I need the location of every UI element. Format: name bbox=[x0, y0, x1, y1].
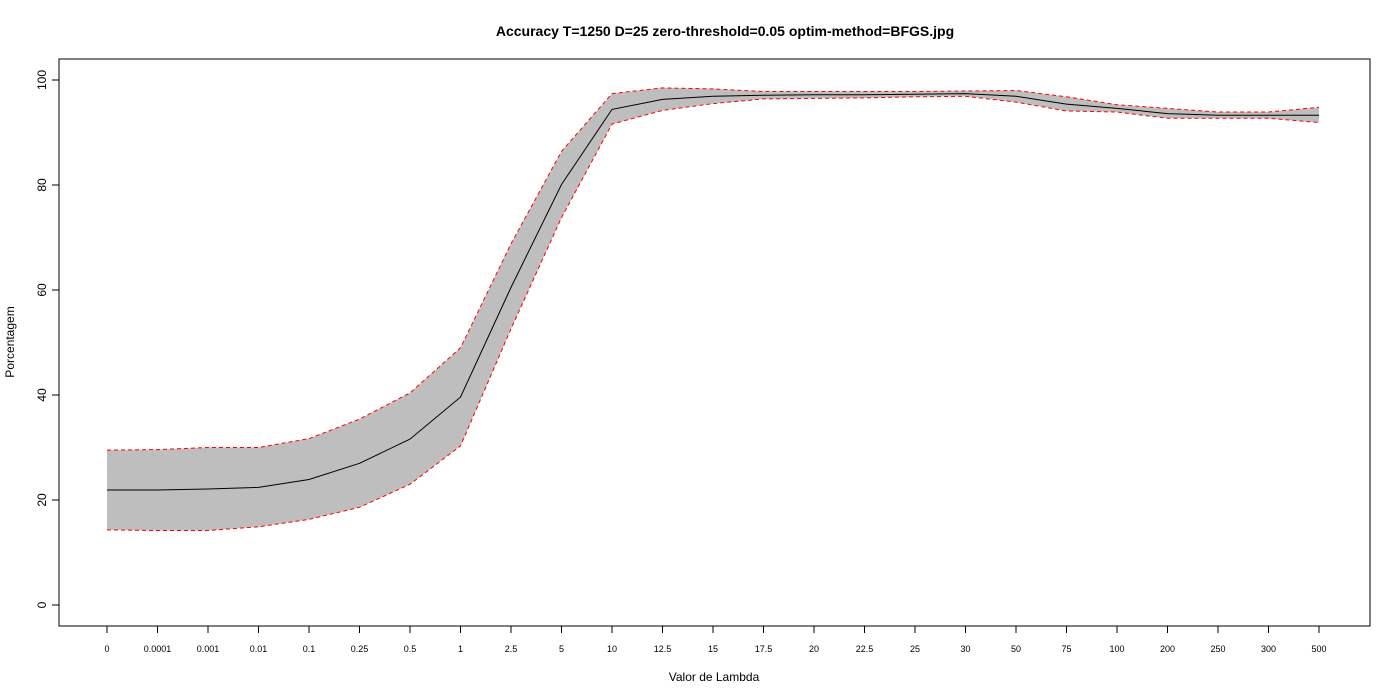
plot-frame bbox=[58, 58, 1371, 627]
confidence-band bbox=[107, 87, 1319, 531]
y-axis-label: Porcentagem bbox=[3, 306, 17, 377]
x-tick-label: 100 bbox=[1109, 644, 1124, 654]
x-tick-label: 75 bbox=[1061, 644, 1071, 654]
y-tick-label: 60 bbox=[35, 283, 49, 297]
x-tick-label: 0.01 bbox=[250, 644, 268, 654]
x-tick-label: 5 bbox=[559, 644, 564, 654]
y-tick-label: 20 bbox=[35, 493, 49, 507]
x-tick-label: 500 bbox=[1311, 644, 1326, 654]
y-tick-label: 100 bbox=[35, 70, 49, 90]
x-tick-label: 0 bbox=[104, 644, 109, 654]
x-tick-label: 200 bbox=[1160, 644, 1175, 654]
x-tick-label: 50 bbox=[1011, 644, 1021, 654]
x-tick-label: 12.5 bbox=[654, 644, 672, 654]
chart-title: Accuracy T=1250 D=25 zero-threshold=0.05… bbox=[496, 23, 954, 39]
x-tick-label: 0.001 bbox=[197, 644, 220, 654]
y-tick-label: 0 bbox=[35, 601, 49, 608]
x-tick-label: 22.5 bbox=[856, 644, 874, 654]
x-tick-label: 30 bbox=[960, 644, 970, 654]
x-tick-label: 2.5 bbox=[505, 644, 518, 654]
y-tick-label: 40 bbox=[35, 388, 49, 402]
x-tick-label: 0.25 bbox=[351, 644, 369, 654]
x-tick-label: 25 bbox=[910, 644, 920, 654]
x-tick-label: 0.1 bbox=[303, 644, 316, 654]
y-tick-label: 80 bbox=[35, 178, 49, 192]
x-tick-label: 15 bbox=[708, 644, 718, 654]
x-tick-label: 20 bbox=[809, 644, 819, 654]
x-tick-label: 300 bbox=[1261, 644, 1276, 654]
mean-line bbox=[107, 93, 1319, 491]
x-tick-label: 250 bbox=[1210, 644, 1225, 654]
y-axis: 0 20 40 60 80 100 bbox=[35, 70, 60, 608]
x-axis: 0 0.0001 0.001 0.01 0.1 0.25 0.5 1 2.5 5 10 12.5 15 1… bbox=[104, 625, 1327, 654]
upper-bound-line bbox=[106, 87, 1320, 451]
x-tick-label: 1 bbox=[458, 644, 463, 654]
x-axis-label: Valor de Lambda bbox=[669, 670, 760, 684]
x-tick-label: 0.5 bbox=[404, 644, 417, 654]
x-tick-label: 10 bbox=[607, 644, 617, 654]
x-tick-label: 0.0001 bbox=[144, 644, 172, 654]
x-tick-label: 17.5 bbox=[755, 644, 773, 654]
